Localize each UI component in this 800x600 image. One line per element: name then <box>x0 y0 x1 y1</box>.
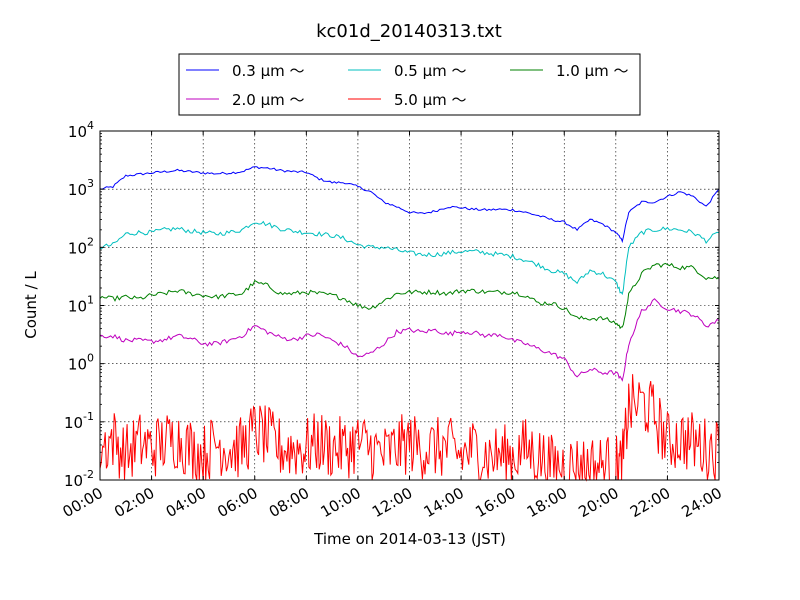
legend-label: 0.5 μm ～ <box>394 62 467 80</box>
chart-title: kc01d_20140313.txt <box>316 21 502 42</box>
legend-label: 0.3 μm ～ <box>232 62 305 80</box>
y-tick-exponent: -2 <box>83 468 94 481</box>
series-line <box>99 166 720 244</box>
y-tick-label: 102 <box>68 235 94 257</box>
y-tick-label: 10-2 <box>64 468 94 490</box>
series-line <box>99 298 720 382</box>
y-tick-exponent: 3 <box>87 177 94 190</box>
y-tick-exponent: 1 <box>87 294 94 307</box>
y-tick-exponent: 4 <box>87 119 94 132</box>
x-axis-title: Time on 2014-03-13 (JST) <box>313 530 506 548</box>
y-tick-label: 100 <box>68 352 94 374</box>
legend-box <box>178 53 641 116</box>
y-tick-exponent: -1 <box>83 410 94 423</box>
y-tick-base: 10 <box>68 181 87 199</box>
y-tick-base: 10 <box>68 298 87 316</box>
y-tick-base: 10 <box>68 123 87 141</box>
y-tick-label: 103 <box>68 177 94 199</box>
y-tick-label: 104 <box>68 119 94 141</box>
y-tick-base: 10 <box>68 356 87 374</box>
legend-label: 5.0 μm ～ <box>394 91 467 109</box>
y-axis-title: Count / L <box>22 271 40 339</box>
y-tick-base: 10 <box>68 239 87 257</box>
series-line <box>99 262 720 330</box>
y-tick-base: 10 <box>64 472 83 490</box>
series-line <box>99 220 720 296</box>
y-tick-exponent: 2 <box>87 235 94 248</box>
legend: 0.3 μm ～ 0.5 μm ～ 1.0 μm ～ 2.0 μm ～ 5.0 μm ～ <box>178 53 641 116</box>
series-line <box>99 374 720 482</box>
y-tick-base: 10 <box>64 414 83 432</box>
legend-label: 1.0 μm ～ <box>556 62 629 80</box>
y-tick-exponent: 0 <box>87 352 94 365</box>
y-tick-label: 101 <box>68 294 94 316</box>
legend-label: 2.0 μm ～ <box>232 91 305 109</box>
y-tick-label: 10-1 <box>64 410 94 432</box>
